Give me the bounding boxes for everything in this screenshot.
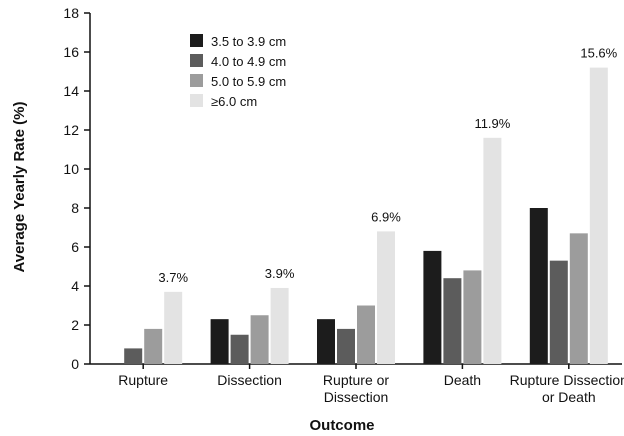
bar — [230, 334, 249, 364]
data-label: 3.9% — [265, 266, 295, 281]
legend: 3.5 to 3.9 cm 4.0 to 4.9 cm 5.0 to 5.9 cm ≥… — [190, 34, 286, 109]
bar — [270, 287, 289, 364]
bar — [423, 250, 442, 364]
bar — [357, 305, 375, 364]
y-tick-label: 4 — [71, 278, 79, 294]
data-label: 15.6% — [580, 46, 617, 61]
bar — [549, 260, 568, 364]
y-tick-label: 12 — [63, 122, 79, 138]
bar — [317, 319, 335, 364]
legend-label: 3.5 to 3.9 cm — [211, 34, 286, 49]
bar — [483, 137, 502, 364]
bar — [443, 278, 462, 364]
data-labels: 3.7% 3.9% 6.9% 11.9% 15.6% — [158, 46, 617, 285]
legend-swatch — [190, 54, 203, 67]
y-axis: 0 2 4 6 8 10 12 14 16 18 — [63, 5, 91, 372]
x-tick-label: Rupture Dissection — [510, 372, 624, 388]
x-tick-label: Dissection — [217, 372, 282, 388]
data-label: 6.9% — [371, 209, 401, 224]
x-tick-label: Death — [444, 372, 481, 388]
y-axis-title: Average Yearly Rate (%) — [11, 102, 28, 273]
legend-swatch — [190, 34, 203, 47]
bar — [377, 231, 395, 364]
x-tick-label: or Death — [542, 389, 596, 405]
y-tick-label: 18 — [63, 5, 79, 21]
bar — [144, 328, 163, 364]
legend-swatch — [190, 94, 203, 107]
bar — [589, 67, 608, 364]
bar — [210, 319, 229, 364]
data-label: 3.7% — [158, 270, 188, 285]
bar — [124, 348, 143, 364]
bar — [529, 208, 548, 364]
bars — [124, 67, 608, 364]
legend-swatch — [190, 74, 203, 87]
x-axis-title: Outcome — [309, 417, 374, 434]
y-tick-label: 2 — [71, 317, 79, 333]
y-tick-label: 10 — [63, 161, 79, 177]
y-tick-label: 14 — [63, 83, 79, 99]
legend-label: 4.0 to 4.9 cm — [211, 54, 286, 69]
bar — [250, 315, 269, 364]
y-tick-label: 6 — [71, 239, 79, 255]
x-tick-label: Rupture or — [323, 372, 389, 388]
x-tick-label: Rupture — [118, 372, 168, 388]
data-label: 11.9% — [474, 116, 510, 131]
bar — [463, 270, 482, 364]
x-axis: Rupture Dissection Rupture orDissectionDea… — [90, 363, 624, 405]
bar — [337, 328, 355, 364]
y-tick-label: 0 — [71, 356, 79, 372]
x-tick-label: Dissection — [324, 389, 389, 405]
legend-label: ≥6.0 cm — [211, 94, 257, 109]
bar — [569, 233, 588, 364]
bar — [164, 291, 183, 364]
legend-label: 5.0 to 5.9 cm — [211, 74, 286, 89]
y-tick-label: 16 — [63, 44, 79, 60]
y-tick-label: 8 — [71, 200, 79, 216]
